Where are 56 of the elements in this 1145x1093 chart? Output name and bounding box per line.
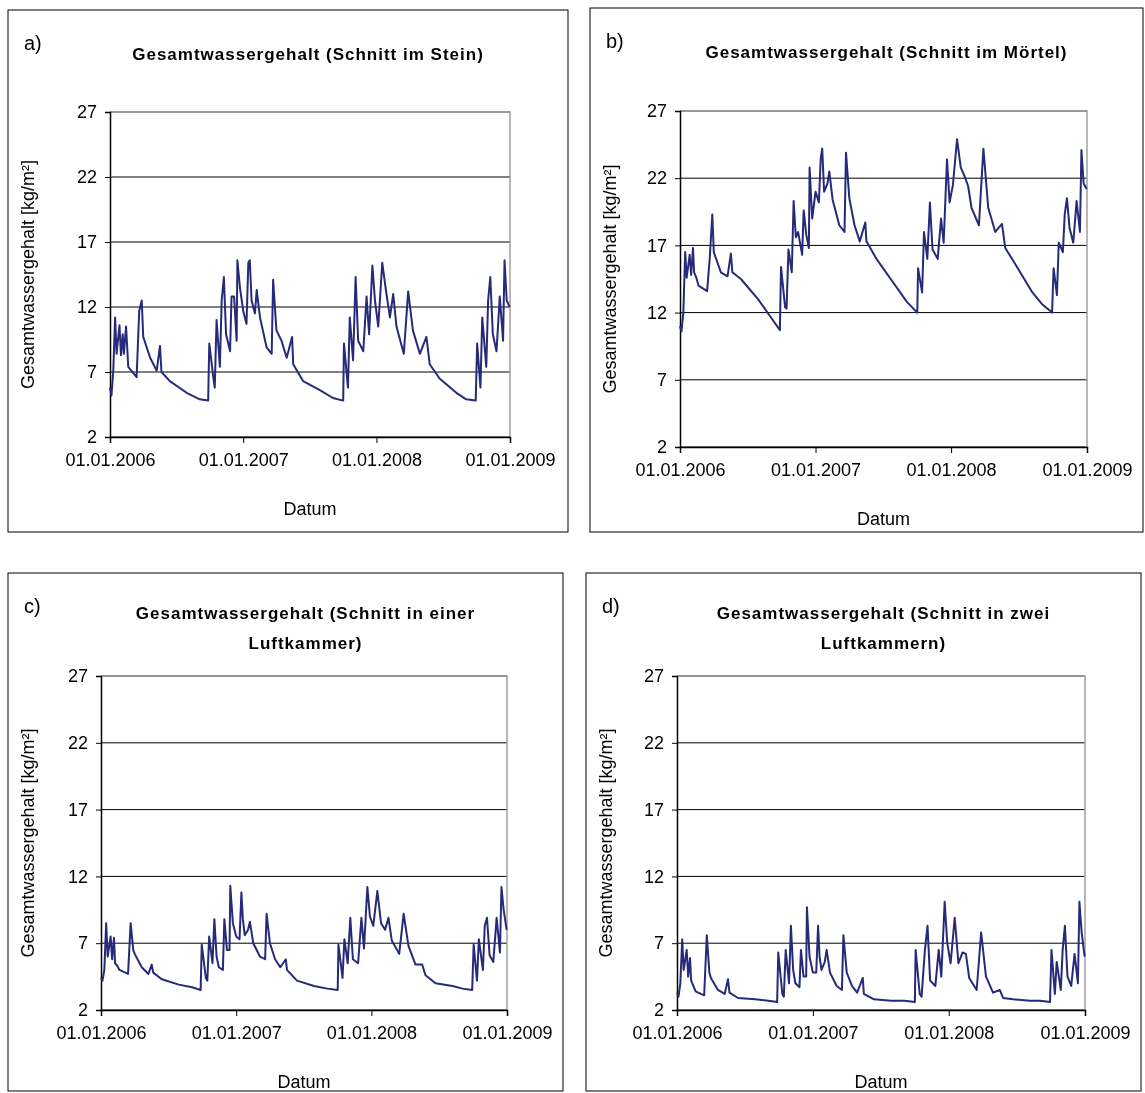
x-tick-label: 01.01.2007 [768,1022,859,1043]
x-axis-title: Datum [854,1072,908,1092]
x-axis-title: Datum [283,499,337,519]
x-tick-label: 01.01.2007 [771,459,862,480]
text: c) [24,595,41,617]
y-tick-label: 7 [653,933,664,954]
x-tick-label: 01.01.2009 [462,1022,553,1043]
y-tick-label: 7 [86,362,97,383]
text: d) [602,595,620,617]
x-tick-label: 01.01.2008 [326,1022,417,1043]
y-tick-label: 22 [646,168,667,189]
y-axis-title: Gesamtwassergehalt [kg/m²] [596,728,616,958]
y-axis-title: Gesamtwassergehalt [kg/m²] [600,164,620,394]
y-tick-label: 17 [643,799,664,820]
y-tick-label: 27 [76,102,97,123]
y-tick-label: 12 [643,866,664,887]
y-tick-label: 22 [76,167,97,188]
y-tick-label: 2 [653,1000,664,1021]
x-tick-label: 01.01.2008 [331,449,422,470]
y-axis-title: Gesamtwassergehalt [kg/m²] [18,728,38,958]
x-tick-label: 01.01.2007 [191,1022,282,1043]
y-tick-label: 17 [646,235,667,256]
x-axis-title: Datum [856,509,911,529]
x-tick-label: 01.01.2009 [1042,459,1133,480]
y-tick-label: 7 [77,933,88,954]
x-tick-label: 01.01.2006 [65,449,156,470]
y-tick-label: 17 [67,799,88,820]
y-tick-label: 22 [643,733,664,754]
x-tick-label: 01.01.2006 [632,1022,723,1043]
text: a) [24,32,42,54]
text: b) [606,30,624,52]
y-tick-label: 17 [76,232,97,253]
x-tick-label: 01.01.2008 [906,459,997,480]
y-tick-label: 7 [656,370,667,391]
x-axis-title: Datum [277,1072,331,1092]
chart-title: Gesamtwassergehalt (Schnitt in zwei Luftkammern) [716,604,1051,653]
x-tick-label: 01.01.2006 [56,1022,147,1043]
x-tick-label: 01.01.2007 [198,449,289,470]
x-tick-label: 01.01.2008 [904,1022,995,1043]
y-tick-label: 2 [77,1000,88,1021]
y-tick-label: 2 [656,437,667,458]
y-tick-label: 27 [646,101,667,122]
y-tick-label: 12 [67,866,88,887]
chart-title: Gesamtwassergehalt (Schnitt im Stein) [132,45,484,64]
x-tick-label: 01.01.2006 [635,459,726,480]
y-tick-label: 27 [67,666,88,687]
x-tick-label: 01.01.2009 [1040,1022,1131,1043]
y-axis-title: Gesamtwassergehalt [kg/m²] [18,159,38,390]
y-tick-label: 22 [67,733,88,754]
y-tick-label: 2 [86,427,97,448]
x-tick-label: 01.01.2009 [465,449,556,470]
y-tick-label: 12 [76,297,97,318]
y-tick-label: 27 [643,666,664,687]
chart-title: Gesamtwassergehalt (Schnitt in einer Luftkammer) [135,604,476,653]
y-tick-label: 12 [646,302,667,323]
chart-title: Gesamtwassergehalt (Schnitt im Mörtel) [705,43,1068,62]
